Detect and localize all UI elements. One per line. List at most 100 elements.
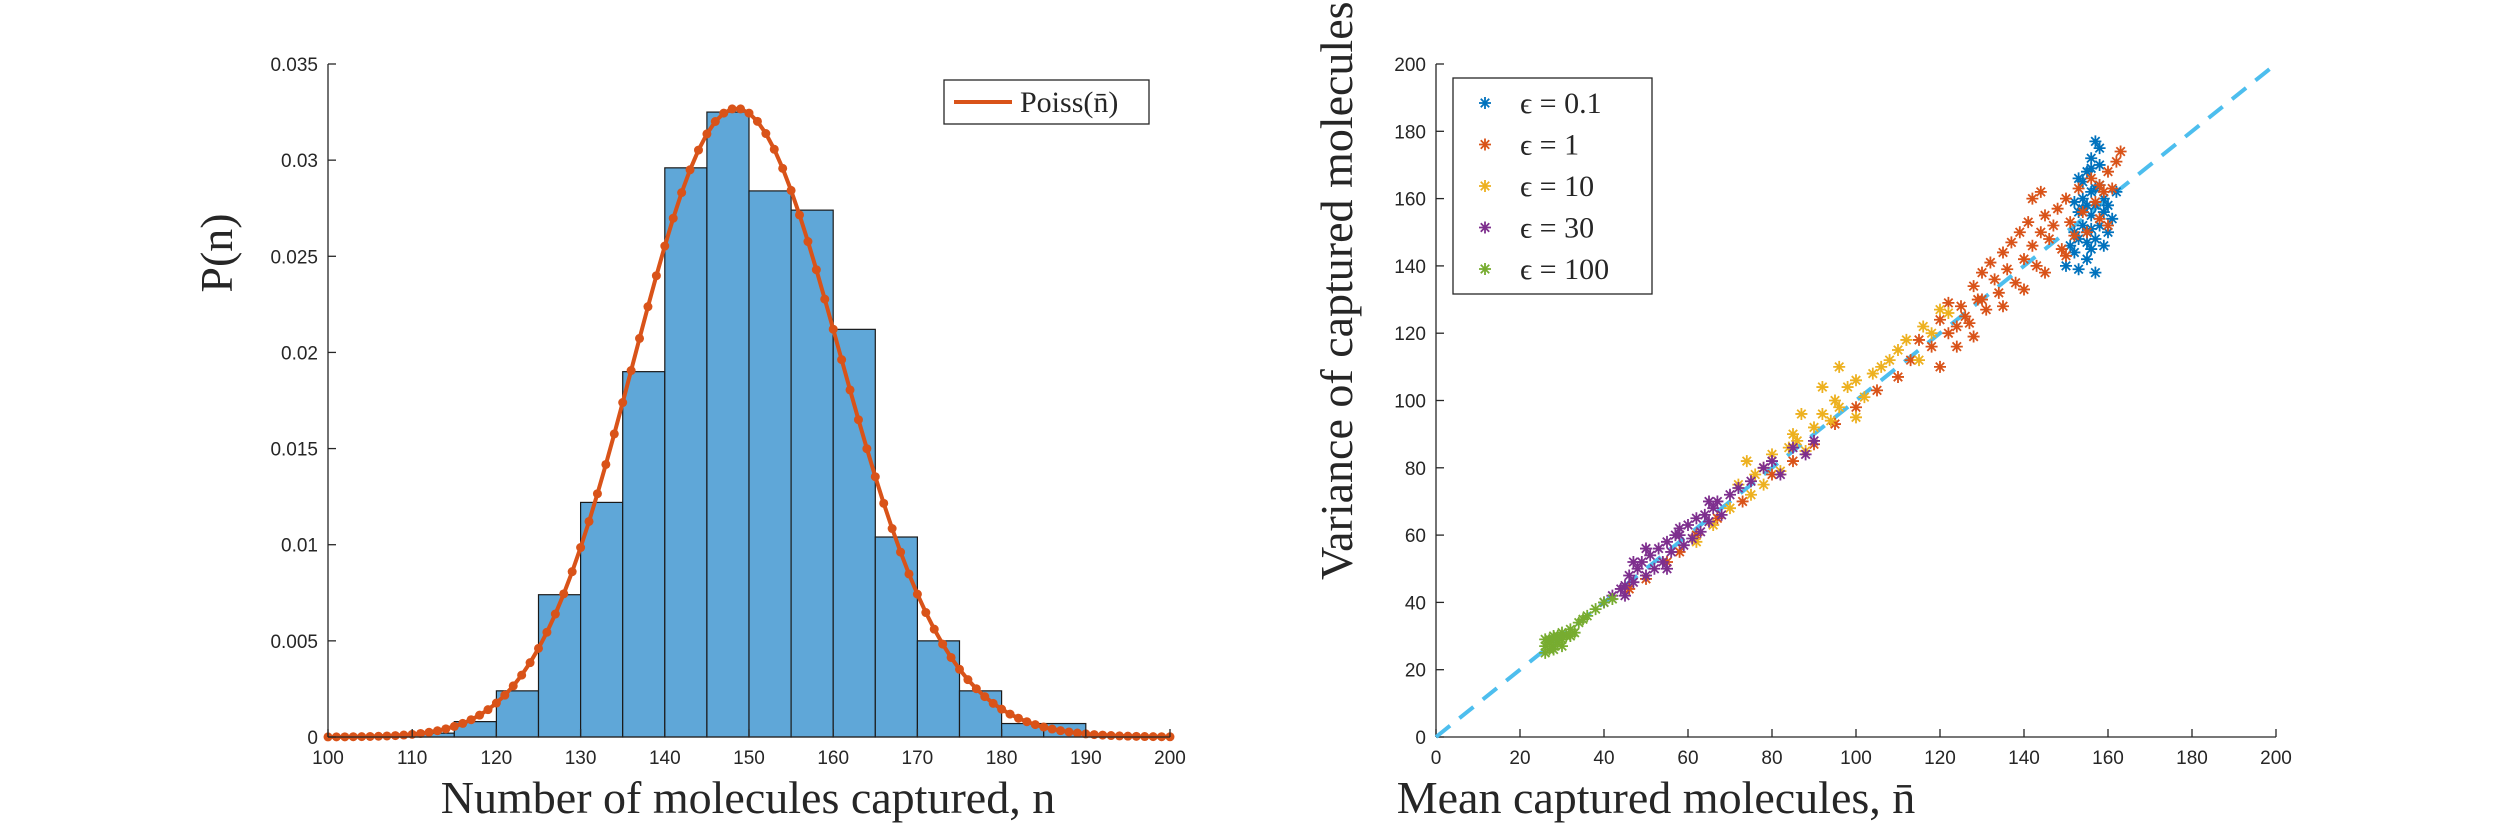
- poisson-point: [997, 704, 1007, 714]
- histogram-bar: [916, 640, 961, 738]
- histogram-y-tick-label: 0: [307, 728, 318, 749]
- scatter-point: [2001, 263, 2014, 276]
- scatter-point: [1703, 495, 1715, 508]
- poisson-point: [483, 705, 493, 715]
- scatter-point: [1787, 428, 1799, 441]
- poisson-point: [938, 639, 948, 649]
- scatter-point: [1736, 495, 1749, 508]
- scatter-point: [1682, 519, 1694, 531]
- poisson-point: [955, 664, 964, 674]
- scatter-point: [1967, 330, 1980, 343]
- scatter-point: [1623, 569, 1636, 582]
- scatter-point: [2106, 212, 2119, 225]
- scatter-point: [2089, 266, 2102, 279]
- scatter-point: [2093, 158, 2106, 171]
- scatter-point: [1824, 414, 1837, 427]
- scatter-point: [2081, 236, 2093, 249]
- poisson-point: [710, 117, 720, 127]
- histogram-bar: [537, 594, 582, 738]
- scatter-point: [1745, 475, 1757, 488]
- scatter-legend-marker: [1479, 180, 1491, 192]
- histogram-y-axis-label: P(n): [191, 213, 242, 292]
- scatter-point: [1757, 478, 1770, 491]
- scatter-point: [1942, 327, 1955, 340]
- scatter-x-axis-label: Mean captured molecules, n̄: [1397, 772, 1916, 823]
- scatter-series-3: [1598, 434, 1820, 609]
- scatter-point: [1589, 603, 1602, 616]
- scatter-point: [1547, 633, 1560, 646]
- poisson-point: [399, 730, 409, 740]
- scatter-point: [1673, 522, 1686, 535]
- scatter-point: [1913, 354, 1925, 367]
- scatter-point: [2064, 239, 2077, 252]
- scatter-point: [1988, 273, 2001, 286]
- scatter-point: [1703, 515, 1715, 528]
- histogram-y-tick-label: 0.035: [270, 55, 318, 76]
- scatter-point: [2034, 226, 2047, 239]
- scatter-legend-entry: ϵ = 10: [1520, 170, 1594, 203]
- poisson-point: [416, 728, 426, 738]
- scatter-point: [2102, 226, 2114, 239]
- scatter-point: [1967, 280, 1980, 293]
- scatter-point: [2089, 232, 2102, 245]
- scatter-x-tick-labels: 0 20 40 60 80 100 120 140 160 180 200: [1431, 748, 2292, 769]
- scatter-point: [1992, 286, 2005, 299]
- poisson-point: [390, 731, 400, 741]
- scatter-point: [1656, 556, 1669, 569]
- scatter-point: [1724, 488, 1736, 501]
- poisson-point: [592, 489, 602, 499]
- scatter-point: [2102, 199, 2114, 212]
- poisson-point: [542, 627, 552, 637]
- scatter-point: [1934, 360, 1946, 373]
- histogram-x-tick-label: 150: [733, 748, 765, 769]
- scatter-chart: 0 20 40 60 80 100 120 140 160 180 200 0 20 40 60 80 100…: [1311, 0, 2292, 823]
- scatter-point: [1665, 545, 1678, 558]
- poisson-point: [795, 210, 805, 220]
- scatter-point: [1581, 609, 1594, 622]
- scatter-y-tick-label: 20: [1405, 661, 1426, 682]
- histogram-x-tick-label: 140: [649, 748, 681, 769]
- poisson-point: [837, 355, 847, 365]
- poisson-point: [803, 237, 813, 247]
- poisson-point: [1106, 731, 1116, 741]
- histogram-bars: [369, 111, 1129, 738]
- poisson-point: [643, 302, 653, 312]
- histogram-y-tick-label: 0.025: [270, 247, 318, 268]
- scatter-point: [2047, 219, 2060, 232]
- histogram-y-tick-label: 0.01: [281, 536, 318, 557]
- poisson-point: [719, 108, 729, 118]
- scatter-point: [2060, 259, 2072, 272]
- scatter-point: [2043, 232, 2056, 245]
- scatter-point: [1564, 630, 1577, 643]
- scatter-point: [2022, 216, 2035, 229]
- scatter-point: [1917, 320, 1930, 333]
- scatter-point: [2072, 182, 2085, 195]
- scatter-point: [1690, 512, 1703, 525]
- scatter-point: [1892, 370, 1904, 383]
- scatter-x-tick-label: 60: [1677, 748, 1698, 769]
- scatter-point: [1833, 401, 1846, 414]
- scatter-points: [1539, 135, 2127, 659]
- scatter-point: [1816, 407, 1829, 420]
- scatter-point: [1547, 643, 1560, 656]
- scatter-x-tick-label: 120: [1924, 748, 1956, 769]
- poisson-point: [584, 516, 594, 526]
- poisson-point: [778, 163, 788, 173]
- scatter-legend: ϵ = 0.1 ϵ = 1 ϵ = 10 ϵ = 30 ϵ = 100: [1452, 77, 1653, 295]
- poisson-point: [466, 715, 476, 725]
- scatter-point: [2076, 206, 2089, 219]
- scatter-point: [2039, 209, 2051, 222]
- scatter-point: [1774, 468, 1787, 481]
- scatter-point: [2072, 172, 2085, 185]
- scatter-point: [1984, 256, 1997, 269]
- scatter-point: [1900, 333, 1913, 346]
- poisson-point: [1072, 728, 1082, 738]
- scatter-y-tick-label: 80: [1405, 459, 1426, 480]
- poisson-point: [685, 165, 695, 175]
- scatter-point: [2102, 219, 2114, 232]
- poisson-point: [870, 472, 880, 482]
- poisson-point: [862, 444, 872, 454]
- scatter-point: [1833, 360, 1846, 373]
- scatter-point: [1766, 455, 1778, 468]
- scatter-point: [2085, 209, 2098, 222]
